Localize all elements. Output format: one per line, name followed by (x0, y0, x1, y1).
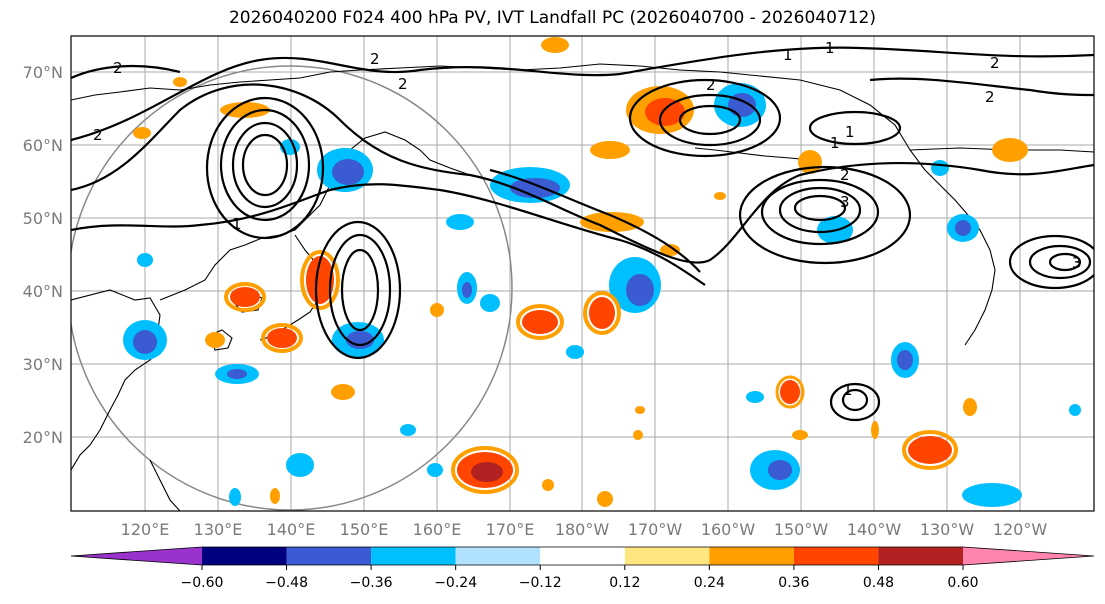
contour-label: 2 (840, 166, 850, 184)
colorbar-swatch (793, 547, 879, 565)
lon-label: 160°W (701, 520, 756, 539)
lat-label: 70°N (23, 63, 63, 82)
contour-label: 1 (843, 381, 853, 399)
contour-label: 1 (783, 46, 793, 64)
colorbar-swatch (878, 547, 963, 565)
lon-label: 170°W (628, 520, 683, 539)
gridlines (71, 36, 1094, 511)
contour-label: 2 (398, 75, 408, 93)
colorbar: −0.60 −0.48 −0.36 −0.24 −0.12 0.12 0.24 0.36 0.4… (70, 546, 1095, 591)
lon-label: 130°E (194, 520, 243, 539)
colorbar-swatch (624, 547, 710, 565)
lon-label: 120°E (121, 520, 170, 539)
lon-label: 150°W (774, 520, 829, 539)
longitude-axis: 120°E 130°E 140°E 150°E 160°E 170°E 180°… (121, 520, 1048, 539)
map-frame (70, 35, 1095, 512)
lat-label: 60°N (23, 136, 63, 155)
colorbar-swatch (286, 547, 372, 565)
contour-label: 1 (845, 123, 855, 141)
contour-label: 2 (706, 76, 716, 94)
contour-labels: 2 2 2 2 1 1 2 2 1 2 2 1 1 3 3 1 (93, 39, 1082, 399)
pv-anomaly-fills (123, 37, 1081, 507)
lon-label: 150°E (340, 520, 389, 539)
colorbar-tick-label: −0.60 (181, 575, 224, 591)
pv-contours (71, 46, 1094, 422)
colorbar-tick-label: −0.36 (350, 575, 393, 591)
colorbar-swatch (71, 547, 202, 565)
contour-label: 2 (113, 59, 123, 77)
landfall-region-circle (71, 65, 513, 511)
lon-label: 140°W (847, 520, 902, 539)
lat-label: 50°N (23, 209, 63, 228)
contour-label: 3 (1072, 254, 1082, 272)
contour-label: 1 (825, 39, 835, 57)
lon-label: 170°E (486, 520, 535, 539)
colorbar-tick-label: −0.24 (434, 575, 477, 591)
lon-label: 120°W (993, 520, 1048, 539)
contour-label: 3 (840, 193, 850, 211)
colorbar-swatch (540, 547, 625, 565)
contour-label: 1 (232, 215, 242, 233)
colorbar-swatch (455, 547, 541, 565)
contour-label: 2 (93, 126, 103, 144)
colorbar-tick-label: −0.48 (265, 575, 308, 591)
colorbar-tick-label: 0.24 (694, 575, 725, 591)
lon-label: 140°E (267, 520, 316, 539)
colorbar-tick-label: 0.36 (778, 575, 809, 591)
map-title: 2026040200 F024 400 hPa PV, IVT Landfall… (228, 8, 876, 28)
contour-label: 2 (990, 54, 1000, 72)
contour-label: 1 (830, 134, 840, 152)
lon-label: 180°W (555, 520, 610, 539)
colorbar-tick-label: −0.12 (519, 575, 562, 591)
colorbar-tick-label: 0.60 (947, 575, 978, 591)
contour-label: 2 (370, 50, 380, 68)
lat-label: 40°N (23, 282, 63, 301)
colorbar-swatch (371, 547, 456, 565)
contour-label: 2 (985, 88, 995, 106)
colorbar-tick-label: 0.12 (609, 575, 640, 591)
lon-label: 160°E (413, 520, 462, 539)
lon-label: 130°W (920, 520, 975, 539)
colorbar-swatch (709, 547, 794, 565)
lat-label: 30°N (23, 355, 63, 374)
lat-label: 20°N (23, 428, 63, 447)
colorbar-swatch (963, 547, 1094, 565)
colorbar-tick-label: 0.48 (863, 575, 894, 591)
colorbar-swatch (202, 547, 287, 565)
latitude-axis: 70°N 60°N 50°N 40°N 30°N 20°N (23, 63, 63, 447)
